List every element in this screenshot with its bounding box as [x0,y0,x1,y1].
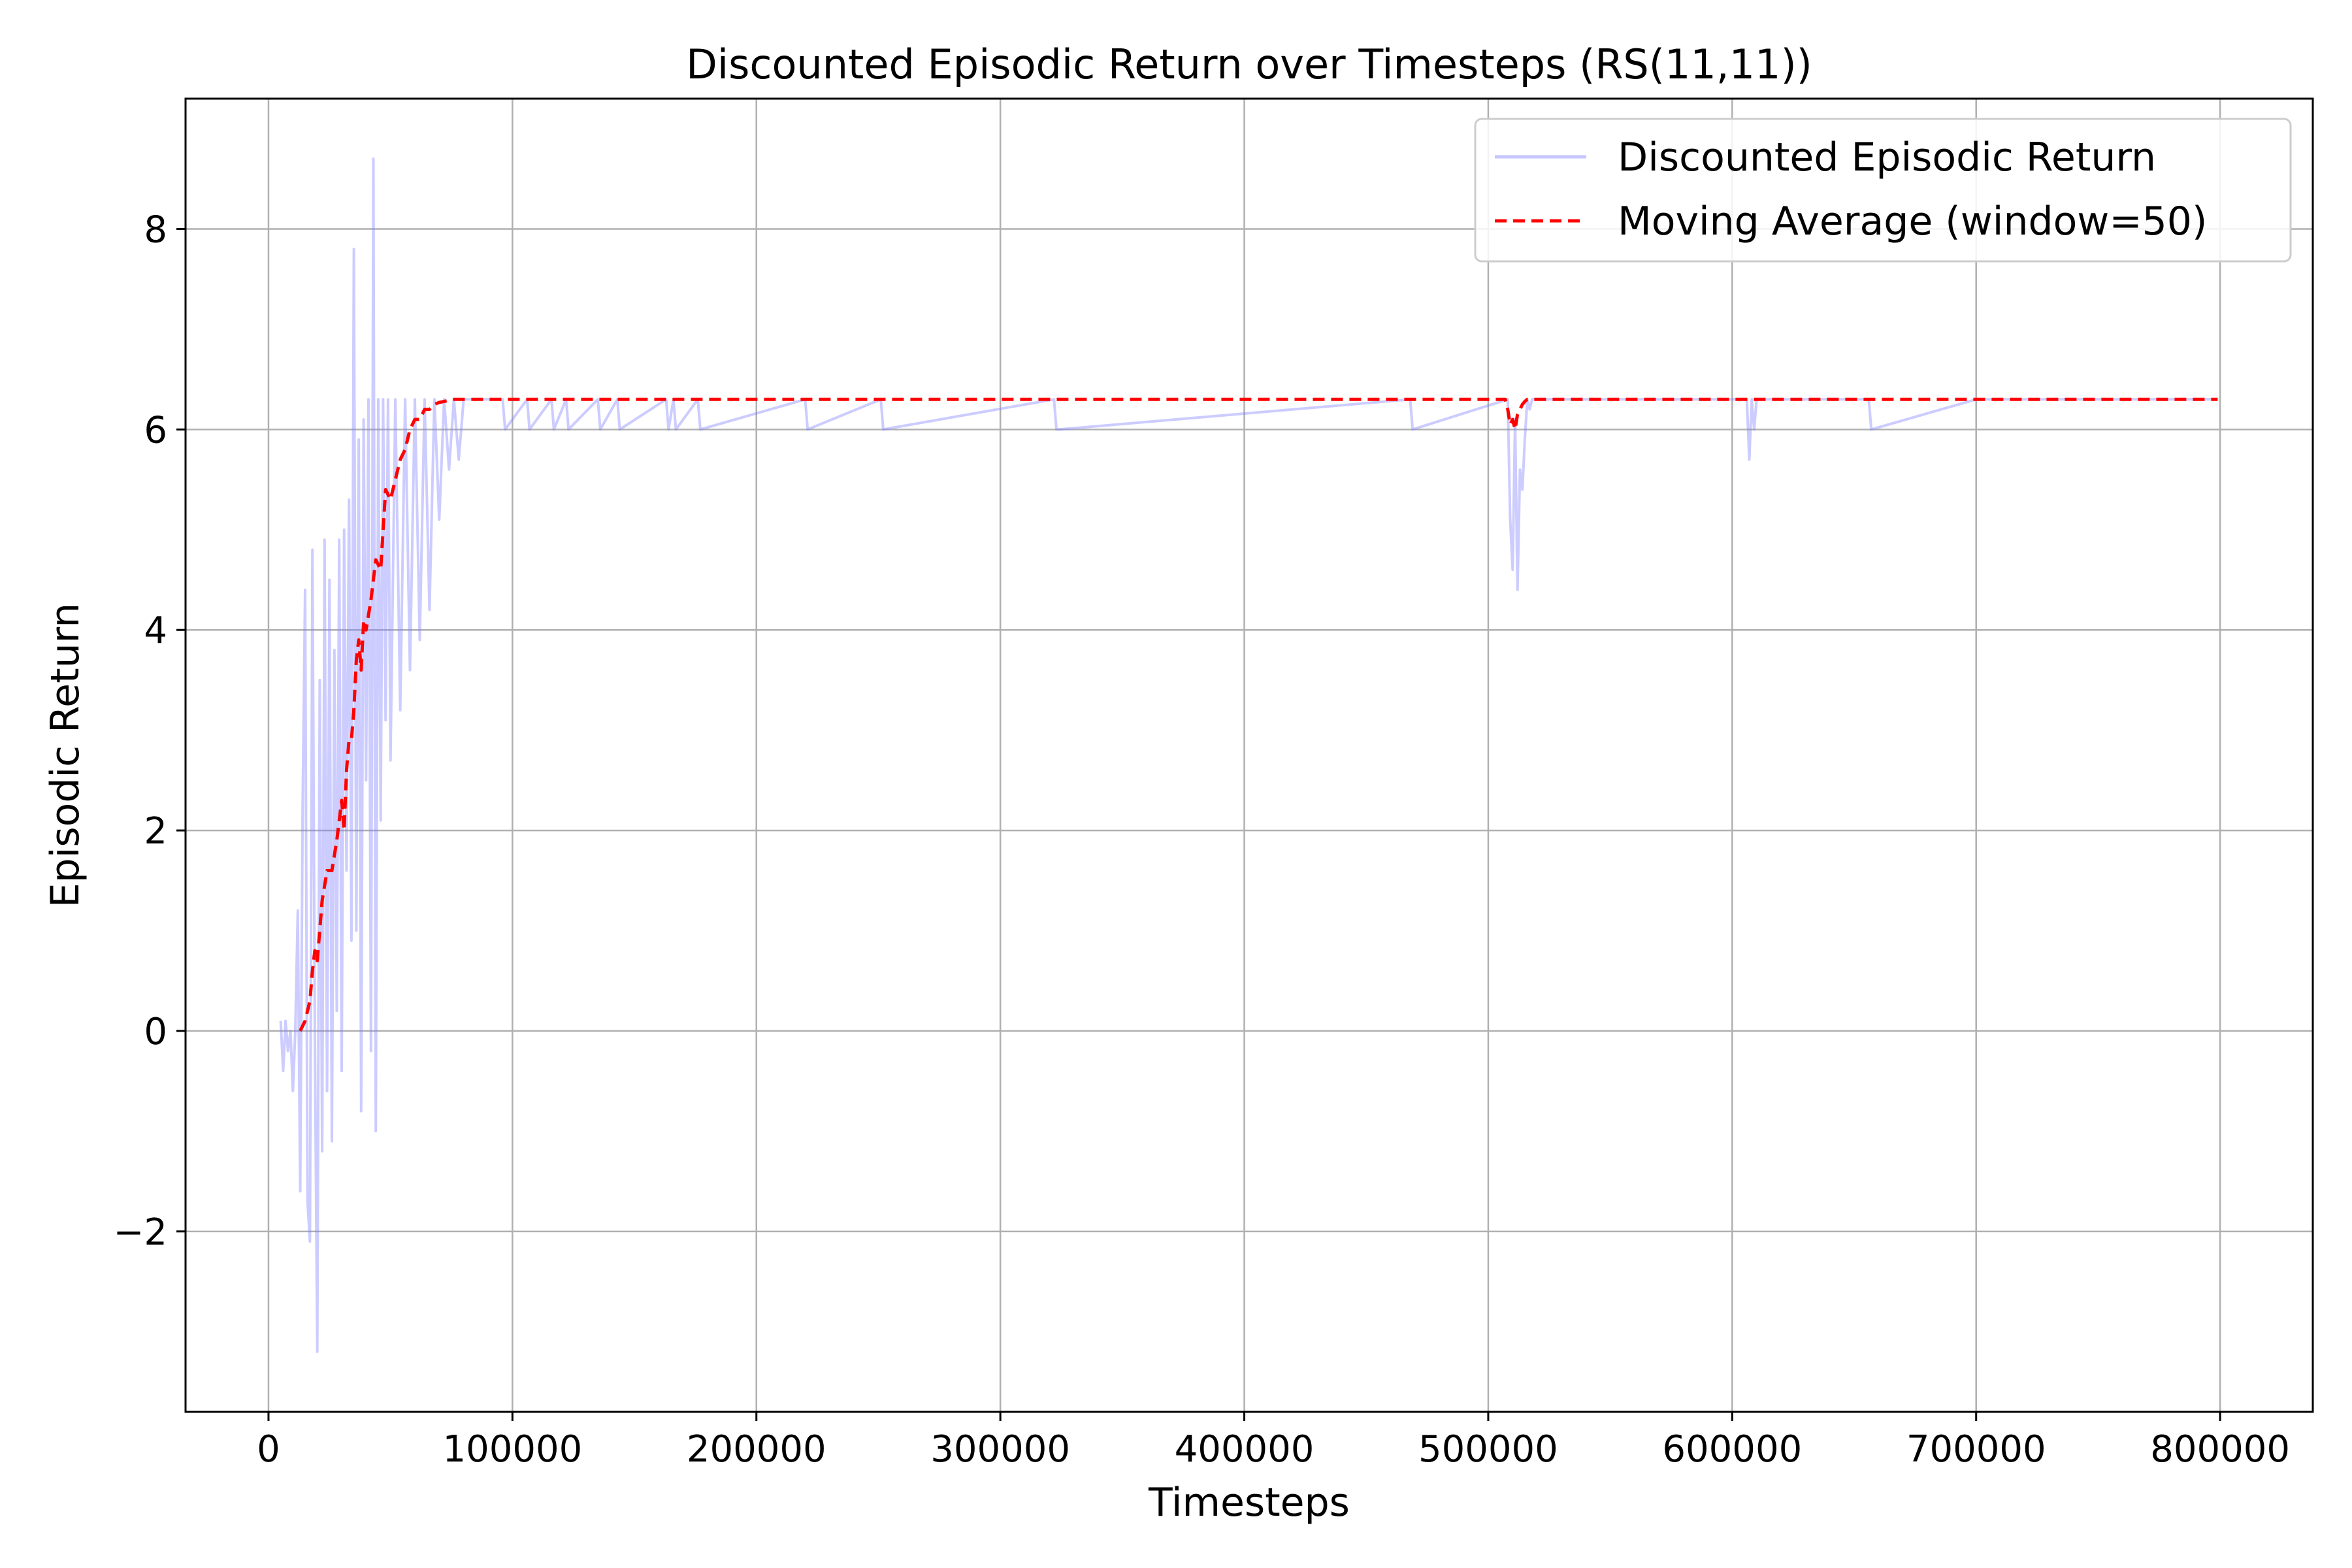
y-axis-ticks: −2 0 2 4 6 8 [113,208,186,1254]
y-tick-label: 6 [144,409,167,451]
chart-title: Discounted Episodic Return over Timestep… [686,41,1812,88]
y-tick-label: 2 [144,810,167,853]
y-tick-label: 0 [144,1011,167,1053]
y-tick-label: 4 [144,610,167,652]
legend-label-raw: Discounted Episodic Return [1618,135,2156,180]
y-tick-label: −2 [113,1211,167,1254]
y-tick-label: 8 [144,208,167,251]
x-tick-label: 700000 [1906,1428,2046,1471]
legend: Discounted Episodic Return Moving Averag… [1474,118,2292,263]
x-tick-label: 800000 [2150,1428,2290,1471]
plot-frame [184,97,2314,1413]
x-axis-ticks: 0 100000 200000 300000 400000 500000 600000 700… [257,1412,2290,1471]
x-tick-label: 200000 [687,1428,826,1471]
grid [186,99,2313,1412]
series-line-moving-average [299,397,2218,1032]
x-tick-label: 400000 [1175,1428,1315,1471]
x-tick-label: 0 [257,1428,280,1471]
series-line-discounted-return [279,157,2218,1353]
legend-label-moving-average: Moving Average (window=50) [1618,199,2207,244]
x-tick-label: 500000 [1418,1428,1558,1471]
legend-box [1474,118,2292,263]
plot-series [279,157,2218,1353]
x-tick-label: 100000 [442,1428,582,1471]
y-axis-title: Episodic Return [42,603,88,908]
x-tick-label: 600000 [1662,1428,1802,1471]
x-tick-label: 300000 [930,1428,1070,1471]
x-axis-title: Timesteps [1148,1480,1350,1526]
